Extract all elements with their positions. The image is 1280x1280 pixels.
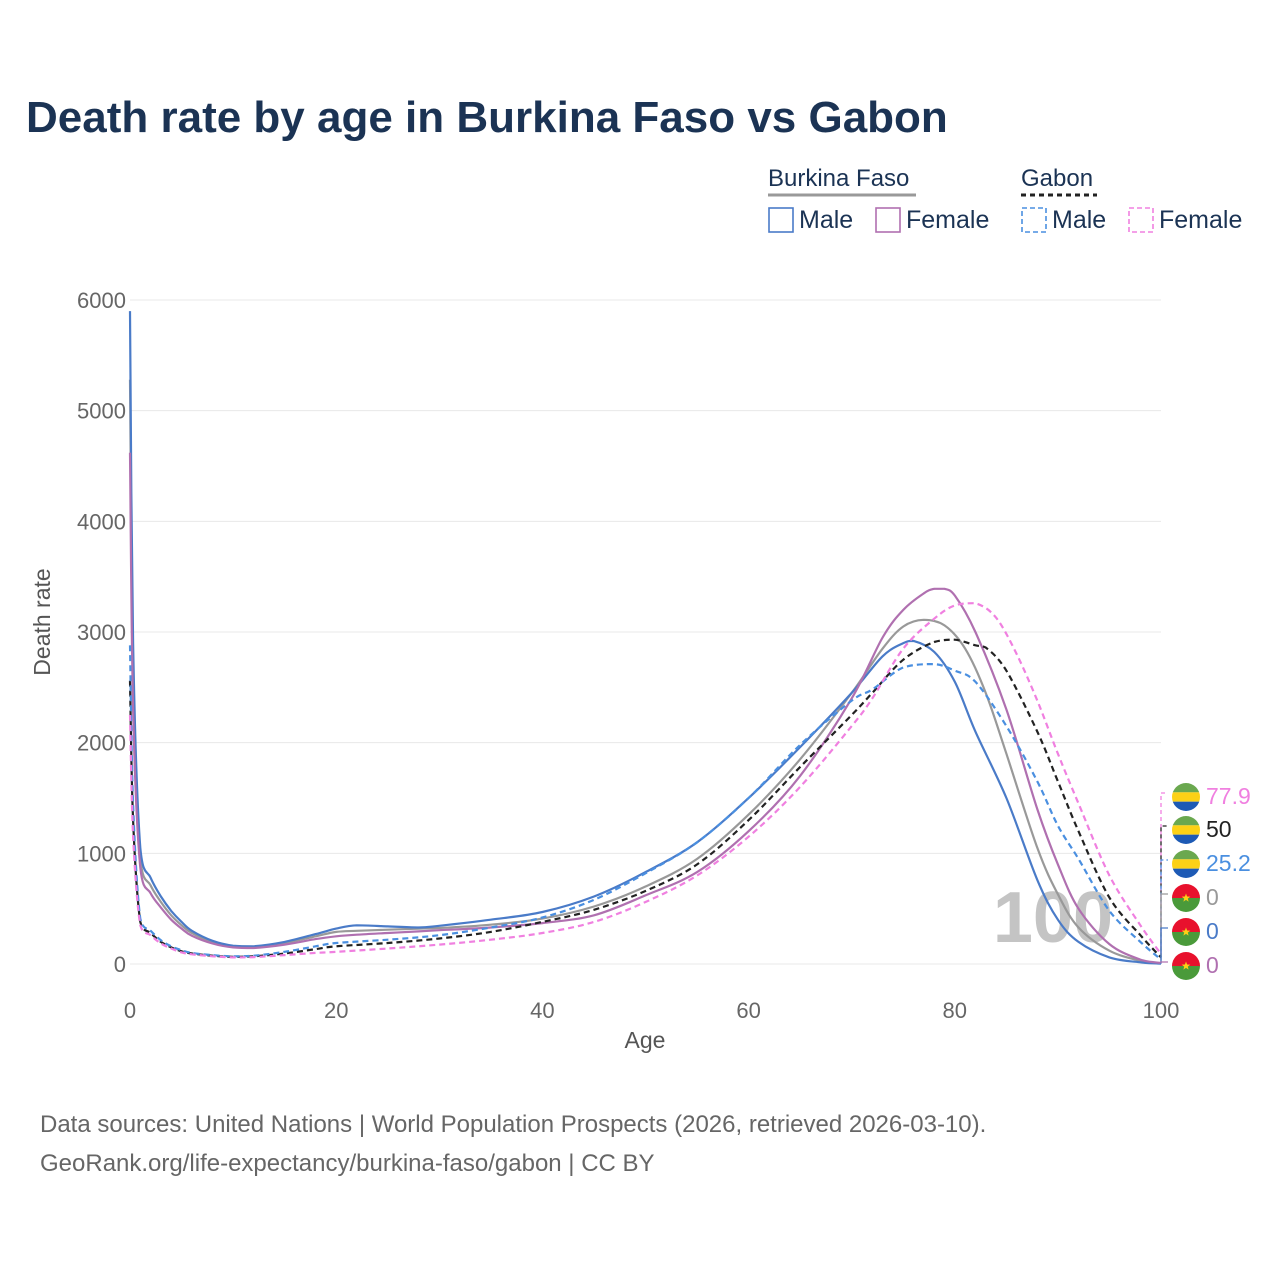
end-label-connector [1160,792,1168,954]
x-tick-label: 100 [1143,998,1180,1023]
current-age-watermark: 100 [993,878,1113,958]
end-value-label: 77.9 [1206,783,1251,809]
x-axis-label: Age [625,1027,666,1053]
legend-swatch-gabon-male [1021,207,1047,233]
x-tick-label: 0 [124,998,136,1023]
end-value-label: 50 [1206,816,1232,842]
chart-title: Death rate by age in Burkina Faso vs Gab… [26,93,948,142]
end-label-gabon-male: 25.2 [1160,850,1251,960]
y-axis-label: Death rate [29,568,55,675]
legend-label-gabon-female: Female [1159,206,1242,234]
legend-item-bf-female[interactable]: Female [875,206,989,234]
legend-label-bf-female: Female [906,206,989,234]
legend-item-gabon-male[interactable]: Male [1021,206,1106,234]
x-tick-label: 80 [943,998,967,1023]
end-label-connector [1160,859,1168,960]
series-lines [128,311,1162,965]
end-label-connector [1160,825,1168,958]
end-label-burkina-faso-male: 0 [1160,918,1219,964]
y-tick-label: 4000 [77,509,126,534]
end-label-gabon-total: 50 [1160,816,1232,958]
end-label-gabon-female: 77.9 [1160,783,1251,954]
x-tick-label: 60 [736,998,760,1023]
end-value-label: 0 [1206,918,1219,944]
end-value-label: 25.2 [1206,850,1251,876]
source-line-2[interactable]: GeoRank.org/life-expectancy/burkina-faso… [40,1150,655,1177]
gridlines [130,299,1161,965]
legend-group-gabon: Gabon [1021,165,1093,192]
legend-label-gabon-male: Male [1052,206,1106,234]
flag-icon [1172,918,1200,946]
legend: Burkina Faso Gabon Male Female Male Fema… [768,165,1242,234]
end-label-connector [1160,893,1168,964]
legend-item-bf-male[interactable]: Male [768,206,853,234]
source-line-1: Data sources: United Nations | World Pop… [40,1111,986,1138]
x-tick-label: 40 [530,998,554,1023]
y-tick-label: 6000 [77,288,126,313]
y-tick-label: 0 [114,952,126,977]
y-tick-label: 1000 [77,841,126,866]
flag-icon [1172,952,1200,980]
series-line-burkina-faso-female[interactable] [128,452,1162,964]
legend-swatch-bf-male [768,207,794,233]
y-tick-label: 3000 [77,620,126,645]
legend-item-gabon-female[interactable]: Female [1128,206,1242,234]
x-tick-label: 20 [324,998,348,1023]
y-axis-ticks: 0 1000 2000 3000 4000 5000 6000 [77,288,126,977]
end-label-burkina-faso-female: 0 [1160,952,1219,980]
legend-swatch-gabon-female [1128,207,1154,233]
x-axis-ticks: 0 20 40 60 80 100 [124,998,1179,1023]
flag-icon [1172,783,1200,811]
flag-icon [1172,816,1200,844]
flag-icon [1172,850,1200,878]
y-tick-label: 2000 [77,731,126,756]
series-line-gabon-female[interactable] [128,602,1162,959]
series-line-burkina-faso-total[interactable] [128,379,1162,965]
legend-swatch-bf-female [875,207,901,233]
legend-group-burkina-faso: Burkina Faso [768,165,909,192]
series-line-burkina-faso-male[interactable] [128,311,1162,965]
end-label-connector [1160,961,1168,963]
flag-icon [1172,884,1200,912]
legend-label-bf-male: Male [799,206,853,234]
series-line-gabon-male[interactable] [128,645,1162,961]
series-line-gabon-total[interactable] [128,638,1162,959]
end-label-connector [1160,927,1168,964]
y-tick-label: 5000 [77,399,126,424]
end-labels: 77.9 50 25.2 0 0 0 [1160,783,1251,980]
end-value-label: 0 [1206,884,1219,910]
end-value-label: 0 [1206,952,1219,978]
